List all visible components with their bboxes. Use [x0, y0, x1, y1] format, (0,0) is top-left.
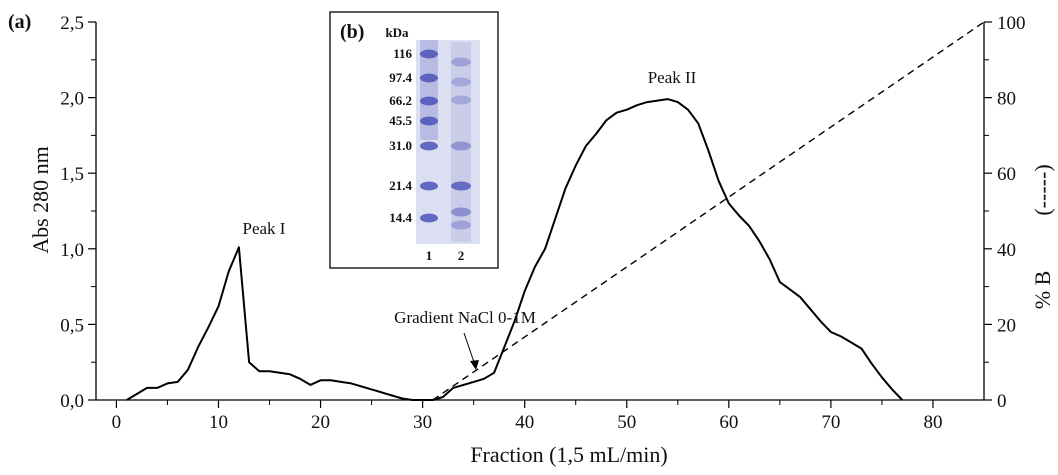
x-tick-label: 70 — [821, 412, 840, 433]
gel-band — [420, 49, 438, 59]
y-left-tick-label: 1,0 — [60, 240, 84, 261]
gel-smear — [451, 42, 471, 242]
gel-smear — [420, 40, 438, 140]
gradient-arrow-head — [470, 360, 479, 370]
gel-marker-label: 45.5 — [389, 113, 412, 128]
y-left-tick-label: 2,5 — [60, 13, 84, 34]
gel-marker-label: 21.4 — [389, 178, 412, 193]
peak-2-label: Peak II — [648, 68, 697, 87]
gel-marker-label: 31.0 — [389, 138, 412, 153]
gel-lane-1 — [420, 40, 438, 223]
gradient-dashed-line — [432, 21, 985, 401]
y-left-tick-label: 0,5 — [60, 315, 84, 336]
gel-band — [420, 141, 438, 151]
gel-band — [451, 77, 471, 87]
y-right-tick-label: 60 — [997, 164, 1016, 185]
y-left-tick-label: 1,5 — [60, 164, 84, 185]
x-ticks: 0 10 20 30 40 50 60 70 80 — [112, 400, 942, 433]
inset-unit: kDa — [385, 25, 409, 40]
y-right-axis-marker: (-----) — [1030, 164, 1055, 215]
gel-marker-label: 116 — [393, 46, 412, 61]
x-tick-label: 0 — [112, 412, 122, 433]
gel-band — [420, 96, 438, 106]
lane-1-label: 1 — [426, 248, 433, 263]
y-right-tick-label: 0 — [997, 391, 1007, 412]
gel-band — [451, 95, 471, 105]
absorbance-line — [126, 98, 904, 401]
x-axis-title: Fraction (1,5 mL/min) — [470, 442, 667, 467]
gradient-label: Gradient NaCl 0-1M — [394, 308, 536, 327]
peak-1-label: Peak I — [243, 219, 286, 238]
lane-2-label: 2 — [458, 248, 465, 263]
x-tick-label: 40 — [515, 412, 534, 433]
y-right-ticks: 0 20 40 60 80 100 — [984, 13, 1026, 412]
y-right-tick-label: 20 — [997, 315, 1016, 336]
x-tick-label: 80 — [923, 412, 942, 433]
y-right-tick-label: 100 — [997, 13, 1026, 34]
x-tick-label: 30 — [413, 412, 432, 433]
gel-band — [451, 181, 471, 191]
x-tick-label: 10 — [209, 412, 228, 433]
gel-markers: 116 97.4 66.2 45.5 31.0 21.4 14.4 — [389, 46, 412, 225]
gel-band — [420, 73, 438, 83]
y-left-ticks: 0,0 0,5 1,0 1,5 2,0 2,5 — [60, 13, 96, 412]
gel-band — [420, 181, 438, 191]
y-left-axis-title: Abs 280 nm — [28, 146, 53, 254]
gel-band — [451, 141, 471, 151]
y-right-axis-title: % B — [1030, 271, 1055, 310]
series-group — [126, 21, 985, 401]
gel-marker-label: 14.4 — [389, 210, 412, 225]
gel-inset: (b) kDa 116 97.4 66.2 45.5 31.0 21.4 14.4 1 2 — [329, 11, 499, 269]
y-right-tick-label: 80 — [997, 89, 1016, 110]
gel-marker-label: 66.2 — [389, 93, 412, 108]
x-tick-label: 20 — [311, 412, 330, 433]
x-tick-label: 50 — [617, 412, 636, 433]
gel-band — [451, 57, 471, 67]
y-left-tick-label: 0,0 — [60, 391, 84, 412]
gel-band — [451, 207, 471, 217]
gel-lane-2 — [451, 42, 471, 242]
gel-marker-label: 97.4 — [389, 70, 412, 85]
y-right-tick-label: 40 — [997, 240, 1016, 261]
y-left-tick-label: 2,0 — [60, 89, 84, 110]
gel-band — [420, 213, 438, 223]
inset-label: (b) — [340, 21, 364, 43]
gel-band — [420, 116, 438, 126]
panel-label-a: (a) — [8, 11, 31, 33]
x-tick-label: 60 — [719, 412, 738, 433]
gel-band — [451, 220, 471, 230]
